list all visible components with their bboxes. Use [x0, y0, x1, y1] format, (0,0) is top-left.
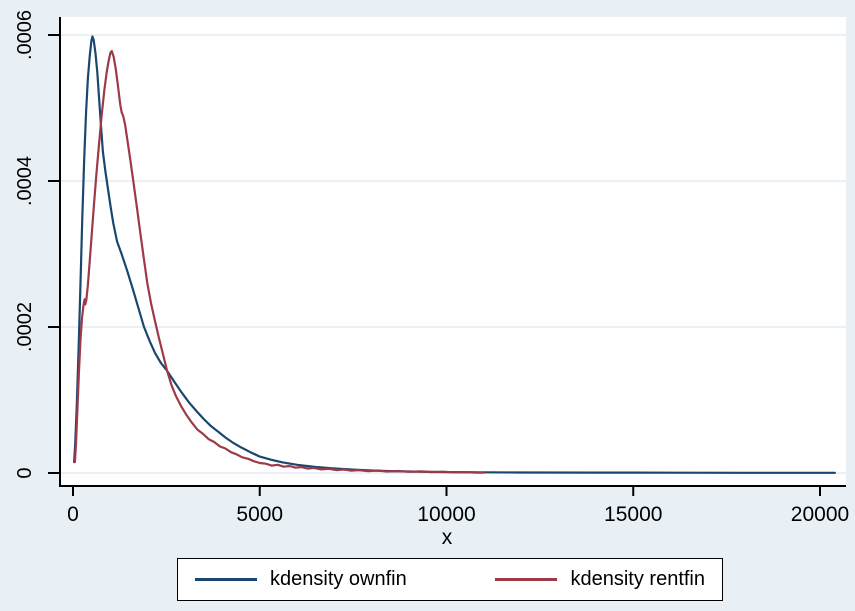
density-plot: 0 .0002 .0004 .0006 0 5000 10000 15000 20000 x	[14, 10, 849, 549]
curve-kdensity-rentfin	[73, 49, 485, 474]
legend-item-rentfin: kdensity rentfin	[495, 568, 705, 591]
y-tick-label: .0002	[14, 302, 36, 352]
x-tick-label: 5000	[236, 503, 283, 526]
rentfin-line-sample	[495, 578, 558, 581]
y-tick-label: 0	[14, 467, 36, 478]
plot-area	[61, 17, 846, 486]
x-tick-label: 15000	[604, 503, 662, 526]
legend-label-ownfin: kdensity ownfin	[270, 568, 407, 590]
y-tick-label: .0006	[14, 10, 36, 60]
y-tick-label: .0004	[14, 156, 36, 206]
x-tick-label: 10000	[417, 503, 475, 526]
legend: kdensity ownfin kdensity rentfin	[177, 558, 723, 601]
legend-item-ownfin: kdensity ownfin	[195, 568, 407, 591]
x-axis-title: x	[442, 526, 453, 549]
x-tick-label: 20000	[791, 503, 849, 526]
legend-label-rentfin: kdensity rentfin	[570, 568, 705, 590]
ownfin-line-sample	[195, 578, 257, 581]
x-tick-label: 0	[67, 503, 79, 526]
